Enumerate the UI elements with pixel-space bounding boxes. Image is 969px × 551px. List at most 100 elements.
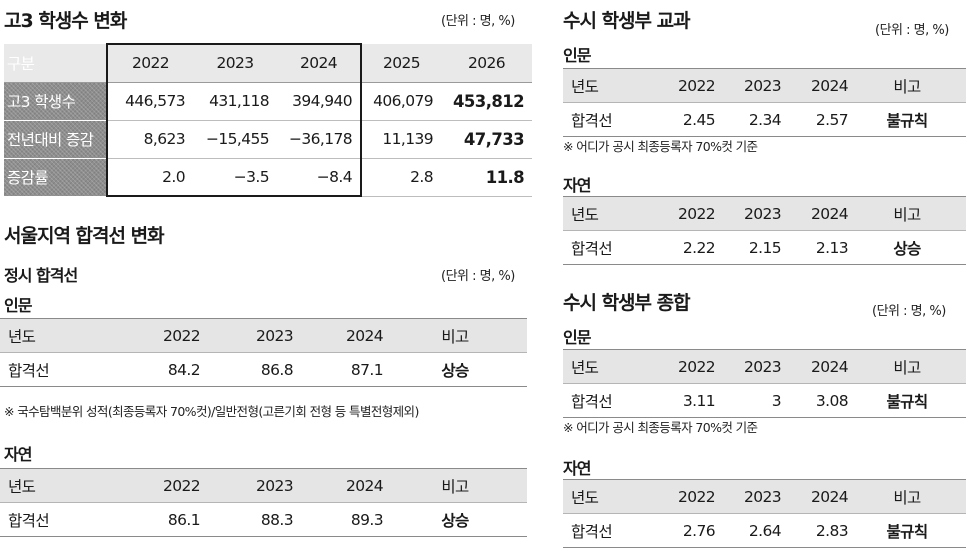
table-cell: 446,573 bbox=[106, 82, 193, 121]
table-cell: 합격선 bbox=[563, 513, 651, 548]
header-cell: 2024 bbox=[781, 196, 848, 231]
table-row: 합격선 2.45 2.34 2.57 불규칙 bbox=[563, 102, 966, 137]
header-cell: 2022 bbox=[651, 68, 715, 103]
header-cell: 2025 bbox=[361, 44, 441, 83]
header-cell: 2023 bbox=[715, 349, 781, 384]
table-header-row: 구분 2022 2023 2024 2025 2026 bbox=[4, 43, 532, 83]
table-cell: 2.83 bbox=[781, 513, 848, 548]
header-cell: 2023 bbox=[193, 43, 277, 83]
header-cell: 2023 bbox=[200, 318, 293, 353]
seoul-science-label: 자연 bbox=[4, 445, 32, 464]
students-unit: (단위 : 명, %) bbox=[441, 14, 515, 29]
header-cell: 2024 bbox=[781, 68, 848, 103]
header-cell: 2024 bbox=[277, 43, 362, 83]
header-cell: 구분 bbox=[4, 44, 107, 83]
row-label: 증감률 bbox=[4, 158, 107, 197]
header-cell: 2023 bbox=[200, 468, 293, 503]
comprehensive-humanities-table: 년도 2022 2023 2024 비고 합격선 3.11 3 3.08 불규칙 bbox=[563, 349, 966, 418]
table-header-row: 년도 2022 2023 2024 비고 bbox=[563, 68, 966, 103]
header-cell: 2022 bbox=[651, 196, 715, 231]
header-cell: 2022 bbox=[106, 318, 200, 353]
table-cell: 2.13 bbox=[781, 230, 848, 265]
table-cell: 2.45 bbox=[651, 102, 715, 137]
subject-science-table: 년도 2022 2023 2024 비고 합격선 2.22 2.15 2.13 … bbox=[563, 196, 966, 265]
table-header-row: 년도 2022 2023 2024 비고 bbox=[563, 349, 966, 384]
header-cell: 년도 bbox=[563, 349, 651, 384]
header-cell: 2024 bbox=[781, 349, 848, 384]
table-cell: 86.1 bbox=[106, 502, 200, 537]
table-header-row: 년도 2022 2023 2024 비고 bbox=[563, 479, 966, 514]
subject-title: 수시 학생부 교과 bbox=[563, 10, 691, 32]
header-cell: 비고 bbox=[383, 318, 527, 353]
table-cell: 불규칙 bbox=[848, 513, 966, 548]
seoul-humanities-table: 년도 2022 2023 2024 비고 합격선 84.2 86.8 87.1 … bbox=[0, 318, 527, 387]
table-cell: 2.76 bbox=[651, 513, 715, 548]
header-cell: 비고 bbox=[848, 196, 966, 231]
header-cell: 년도 bbox=[0, 318, 106, 353]
table-cell: 11.8 bbox=[441, 158, 532, 197]
header-cell: 2022 bbox=[106, 43, 193, 83]
table-cell: 불규칙 bbox=[848, 383, 966, 418]
header-cell: 비고 bbox=[383, 468, 527, 503]
seoul-note: ※ 국수탐백분위 성적(최종등록자 70%컷)/일반전형(고른기회 전형 등 특… bbox=[4, 404, 419, 419]
header-cell: 년도 bbox=[563, 196, 651, 231]
table-row: 합격선 2.76 2.64 2.83 불규칙 bbox=[563, 513, 966, 548]
table-cell: 84.2 bbox=[106, 352, 200, 387]
table-cell: 2.15 bbox=[715, 230, 781, 265]
table-cell: 2.22 bbox=[651, 230, 715, 265]
header-cell: 2022 bbox=[106, 468, 200, 503]
table-header-row: 년도 2022 2023 2024 비고 bbox=[0, 318, 527, 353]
table-cell: −3.5 bbox=[193, 158, 277, 197]
comprehensive-title: 수시 학생부 종합 bbox=[563, 292, 691, 314]
table-cell: 합격선 bbox=[0, 502, 106, 537]
table-cell: 상승 bbox=[383, 502, 527, 537]
comprehensive-science-label: 자연 bbox=[563, 459, 591, 478]
subject-unit: (단위 : 명, %) bbox=[875, 23, 949, 38]
header-cell: 비고 bbox=[848, 349, 966, 384]
header-cell: 2024 bbox=[781, 479, 848, 514]
subject-note: ※ 어디가 공시 최종등록자 70%컷 기준 bbox=[563, 139, 758, 154]
table-cell: 합격선 bbox=[563, 102, 651, 137]
table-row: 증감률 2.0 −3.5 −8.4 2.8 11.8 bbox=[4, 158, 532, 197]
seoul-subtitle: 정시 합격선 bbox=[4, 266, 78, 285]
seoul-unit: (단위 : 명, %) bbox=[441, 269, 515, 284]
table-cell: 3 bbox=[715, 383, 781, 418]
table-cell: 453,812 bbox=[441, 82, 532, 121]
table-cell: 합격선 bbox=[0, 352, 106, 387]
table-cell: 2.57 bbox=[781, 102, 848, 137]
table-cell: 89.3 bbox=[293, 502, 383, 537]
table-cell: 47,733 bbox=[441, 120, 532, 159]
table-cell: 2.34 bbox=[715, 102, 781, 137]
students-table: 구분 2022 2023 2024 2025 2026 고3 학생수 446,5… bbox=[4, 43, 532, 197]
header-cell: 2022 bbox=[651, 349, 715, 384]
comprehensive-humanities-label: 인문 bbox=[563, 328, 591, 347]
seoul-science-table: 년도 2022 2023 2024 비고 합격선 86.1 88.3 89.3 … bbox=[0, 468, 527, 537]
table-cell: 86.8 bbox=[200, 352, 293, 387]
table-cell: 2.8 bbox=[361, 158, 441, 197]
header-cell: 2023 bbox=[715, 196, 781, 231]
comprehensive-unit: (단위 : 명, %) bbox=[872, 304, 946, 319]
table-row: 합격선 3.11 3 3.08 불규칙 bbox=[563, 383, 966, 418]
comprehensive-note: ※ 어디가 공시 최종등록자 70%컷 기준 bbox=[563, 420, 758, 435]
table-cell: 3.08 bbox=[781, 383, 848, 418]
table-cell: −36,178 bbox=[277, 120, 362, 159]
subject-science-label: 자연 bbox=[563, 176, 591, 195]
table-cell: 2.0 bbox=[106, 158, 193, 197]
table-cell: 8,623 bbox=[106, 120, 193, 159]
table-cell: 3.11 bbox=[651, 383, 715, 418]
table-cell: 87.1 bbox=[293, 352, 383, 387]
table-cell: 406,079 bbox=[361, 82, 441, 121]
table-row: 고3 학생수 446,573 431,118 394,940 406,079 4… bbox=[4, 82, 532, 121]
table-row: 전년대비 증감 8,623 −15,455 −36,178 11,139 47,… bbox=[4, 120, 532, 159]
header-cell: 2023 bbox=[715, 68, 781, 103]
seoul-humanities-label: 인문 bbox=[4, 296, 32, 315]
header-cell: 비고 bbox=[848, 68, 966, 103]
comprehensive-science-table: 년도 2022 2023 2024 비고 합격선 2.76 2.64 2.83 … bbox=[563, 479, 966, 548]
header-cell: 년도 bbox=[563, 68, 651, 103]
header-cell: 2023 bbox=[715, 479, 781, 514]
table-cell: 394,940 bbox=[277, 82, 362, 121]
table-cell: 합격선 bbox=[563, 383, 651, 418]
table-row: 합격선 2.22 2.15 2.13 상승 bbox=[563, 230, 966, 265]
table-cell: 합격선 bbox=[563, 230, 651, 265]
header-cell: 2024 bbox=[293, 318, 383, 353]
